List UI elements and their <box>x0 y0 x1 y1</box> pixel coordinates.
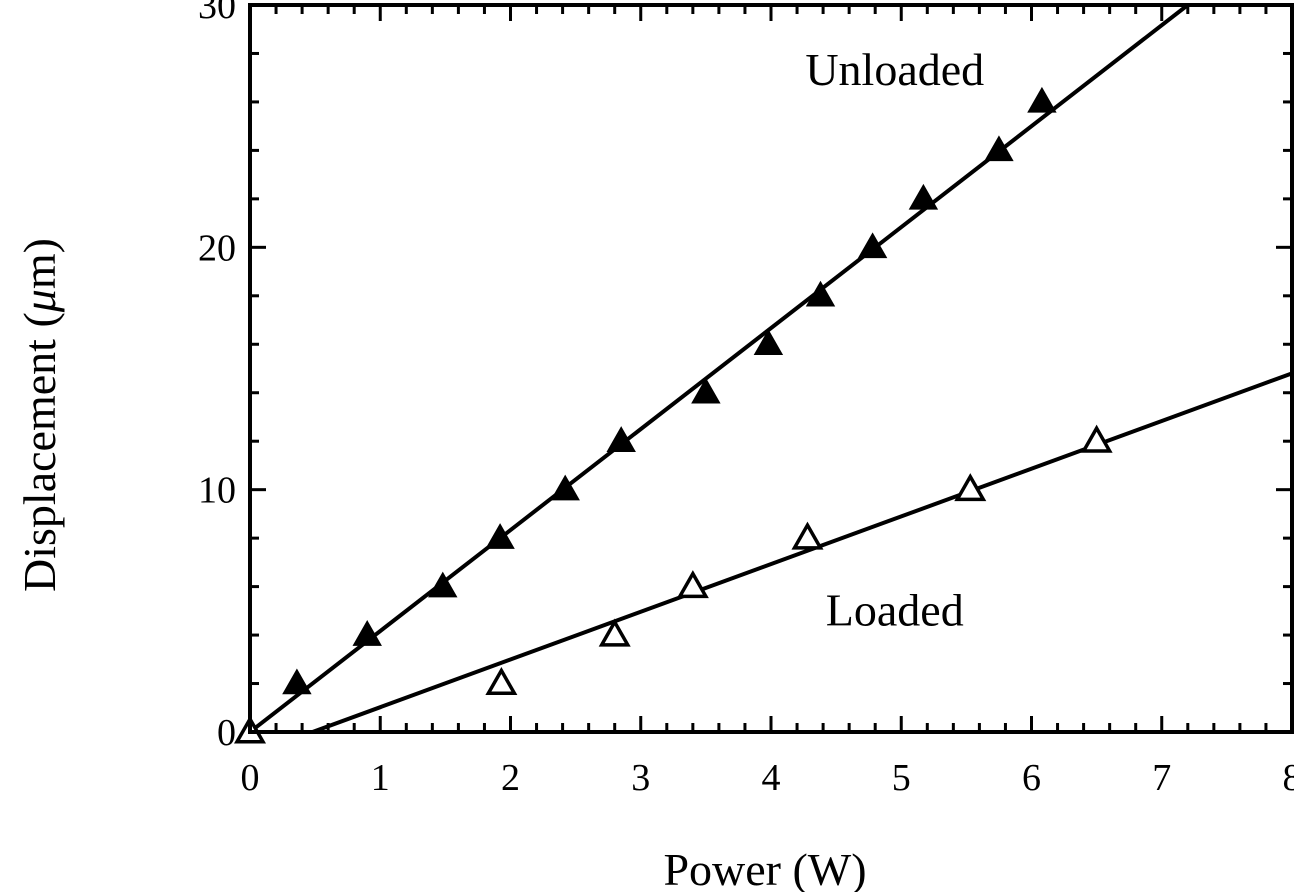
loaded-data-point <box>485 667 518 696</box>
x-tick-label: 3 <box>631 757 650 799</box>
x-tick-label: 1 <box>371 757 390 799</box>
x-tick-label: 5 <box>892 757 911 799</box>
x-tick-label: 0 <box>241 757 260 799</box>
unloaded-data-point <box>753 329 784 356</box>
x-tick-label: 6 <box>1022 757 1041 799</box>
x-tick-label: 8 <box>1283 757 1294 799</box>
unloaded-data-point <box>857 232 888 259</box>
y-axis-title: Displacement (μm) <box>14 238 65 592</box>
fit-lines <box>248 3 1293 734</box>
data-points <box>233 86 1113 744</box>
axis-ticks <box>248 3 1294 734</box>
y-axis-title-prefix: Displacement ( <box>14 312 65 592</box>
loaded-data-point <box>1080 424 1113 453</box>
loaded-fit-line <box>311 371 1293 734</box>
annotation-loaded: Loaded <box>826 584 964 635</box>
x-axis-title: Power (W) <box>663 844 866 892</box>
loaded-data-point <box>954 473 987 502</box>
x-tick-label: 4 <box>762 757 781 799</box>
loaded-data-point <box>791 521 824 550</box>
y-axis-title-suffix: m) <box>14 238 65 289</box>
unloaded-data-point <box>606 426 636 452</box>
y-tick-label: 30 <box>198 0 236 27</box>
annotation-unloaded: Unloaded <box>805 44 984 95</box>
unloaded-data-point <box>1027 86 1057 113</box>
y-tick-label: 10 <box>198 470 236 512</box>
x-tick-label: 7 <box>1152 757 1171 799</box>
loaded-data-point <box>676 570 709 599</box>
unloaded-data-point <box>805 280 836 307</box>
y-tick-label: 20 <box>198 227 236 269</box>
unloaded-data-point <box>691 377 721 404</box>
unloaded-data-point <box>908 183 939 210</box>
unloaded-fit-line <box>248 3 1190 734</box>
unloaded-data-point <box>282 668 312 695</box>
y-axis-title-mu: μ <box>14 289 65 313</box>
unloaded-data-point <box>984 135 1014 162</box>
y-tick-label: 0 <box>217 712 236 754</box>
unloaded-data-point <box>550 474 580 501</box>
plot-frame <box>248 3 1294 734</box>
x-tick-label: 2 <box>501 757 520 799</box>
axis-tick-labels: 0 1 2 3 4 5 6 7 8 0 10 20 30 <box>198 0 1294 799</box>
unloaded-data-point <box>485 523 515 549</box>
unloaded-data-point <box>428 571 458 598</box>
loaded-data-point <box>598 618 631 647</box>
unloaded-data-point <box>352 620 382 646</box>
